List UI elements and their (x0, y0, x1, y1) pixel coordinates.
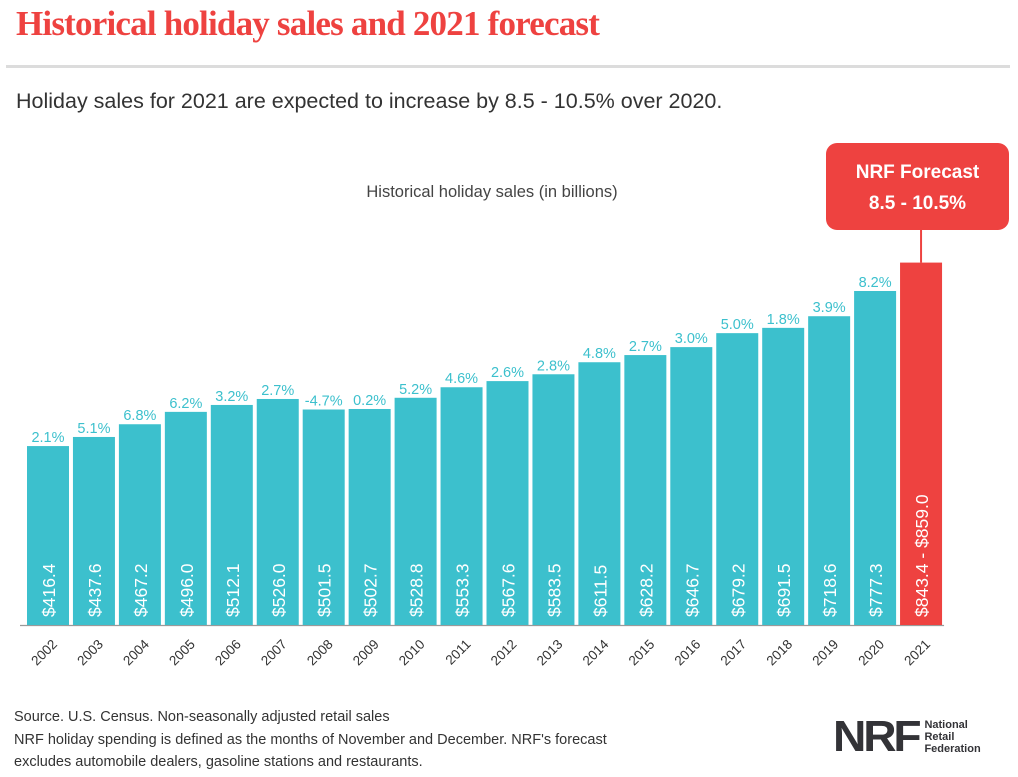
bar-value-label: $437.6 (85, 563, 105, 617)
x-tick-label: 2020 (855, 637, 887, 669)
x-tick-label: 2021 (901, 637, 933, 669)
bar (624, 355, 667, 625)
x-tick-label: 2003 (74, 637, 106, 669)
bar-value-label: $718.6 (820, 563, 840, 617)
bar-value-label: $512.1 (223, 563, 243, 617)
bar-value-label: $679.2 (728, 563, 748, 617)
logo-text-line: Federation (924, 743, 981, 755)
x-tick-label: 2009 (350, 637, 382, 669)
x-tick-label: 2004 (120, 636, 152, 668)
forecast-callout-range: 8.5 - 10.5% (869, 193, 966, 214)
x-tick-label: 2005 (166, 637, 198, 669)
bar (578, 362, 621, 625)
bar (486, 381, 529, 625)
nrf-logo-mark: NRF (833, 712, 922, 761)
growth-label: 0.2% (353, 393, 386, 409)
bar-value-label: $583.5 (544, 563, 564, 617)
bar-value-label: $528.8 (407, 563, 427, 617)
bar (532, 374, 575, 625)
chart-title: Historical holiday sales and 2021 foreca… (16, 4, 600, 43)
bar (256, 398, 299, 625)
x-tick-label: 2019 (809, 637, 841, 669)
x-tick-label: 2006 (212, 637, 244, 669)
nrf-logo: NRF National Retail Federation (833, 712, 981, 761)
x-tick-label: 2017 (718, 637, 750, 669)
growth-label: 3.2% (215, 389, 248, 405)
growth-label: 4.6% (445, 371, 478, 387)
bar-value-label: $501.5 (315, 563, 335, 617)
source-note: Source. U.S. Census. Non-seasonally adju… (14, 709, 390, 725)
bar-value-label: $628.2 (636, 563, 656, 617)
chart-subtitle: Holiday sales for 2021 are expected to i… (16, 89, 723, 113)
bar (854, 290, 897, 625)
bar-value-label: $502.7 (361, 563, 381, 617)
x-tick-label: 2016 (672, 637, 704, 669)
growth-label: 3.9% (813, 300, 846, 316)
growth-label: 3.0% (675, 331, 708, 347)
bar (440, 387, 483, 625)
bar (670, 347, 713, 625)
logo-text-line: Retail (924, 731, 955, 743)
footer-notes: Source. U.S. Census. Non-seasonally adju… (14, 706, 607, 774)
bar (348, 408, 391, 625)
growth-label: -4.7% (305, 394, 343, 410)
bar-value-label: $553.3 (453, 563, 473, 617)
growth-label: 6.8% (123, 408, 156, 424)
bar (164, 411, 207, 625)
bar-value-label: $611.5 (590, 565, 610, 617)
bar-value-label: $467.2 (131, 563, 151, 617)
growth-label: 1.8% (767, 312, 800, 328)
bar-value-label: $843.4 - $859.0 (912, 494, 932, 617)
bar (716, 333, 759, 625)
x-tick-label: 2008 (304, 637, 336, 669)
chart-inner-title: Historical holiday sales (in billions) (366, 183, 617, 201)
bar-value-label: $691.5 (774, 563, 794, 617)
nrf-logo-text: National Retail Federation (924, 719, 980, 755)
x-tick-label: 2013 (534, 637, 566, 669)
bar-chart: Historical holiday sales (in billions) $4… (20, 143, 1009, 669)
x-tick-label: 2011 (443, 637, 474, 668)
growth-label: 2.8% (537, 358, 570, 374)
forecast-callout-box (826, 143, 1009, 230)
growth-label: 8.2% (859, 275, 892, 291)
x-tick-label: 2014 (580, 636, 612, 668)
growth-label: 5.2% (399, 382, 432, 398)
growth-label: 4.8% (583, 346, 616, 362)
bar-value-label: $777.3 (866, 563, 886, 617)
growth-label: 6.2% (169, 396, 202, 412)
bar (210, 404, 253, 625)
logo-text-line: National (924, 719, 968, 731)
x-tick-label: 2012 (488, 637, 520, 669)
x-tick-label: 2002 (28, 637, 60, 669)
bar-value-label: $526.0 (269, 563, 289, 617)
bar-value-label: $416.4 (39, 563, 59, 617)
growth-label: 5.0% (721, 317, 754, 333)
title-divider (6, 65, 1010, 68)
x-tick-label: 2010 (396, 637, 428, 669)
definition-note-line-1: NRF holiday spending is defined as the m… (14, 731, 607, 748)
bar (762, 327, 805, 625)
bar (72, 436, 115, 625)
bar (27, 446, 69, 625)
growth-label: 2.1% (31, 430, 64, 446)
growth-label: 5.1% (77, 421, 110, 437)
bar (118, 424, 161, 625)
growth-label: 2.6% (491, 365, 524, 381)
bar-value-label: $567.6 (499, 563, 519, 617)
bar-value-label: $496.0 (177, 563, 197, 617)
bar (394, 397, 437, 625)
x-tick-label: 2018 (763, 637, 795, 669)
bar (302, 409, 345, 625)
growth-label: 2.7% (261, 383, 294, 399)
definition-note-line-2: excludes automobile dealers, gasoline st… (14, 754, 423, 770)
x-tick-label: 2007 (258, 637, 290, 669)
forecast-callout-title: NRF Forecast (856, 162, 980, 183)
forecast-bar (900, 262, 943, 625)
bar (808, 316, 851, 625)
bar-value-label: $646.7 (682, 563, 702, 617)
x-tick-label: 2015 (626, 637, 658, 669)
growth-label: 2.7% (629, 339, 662, 355)
